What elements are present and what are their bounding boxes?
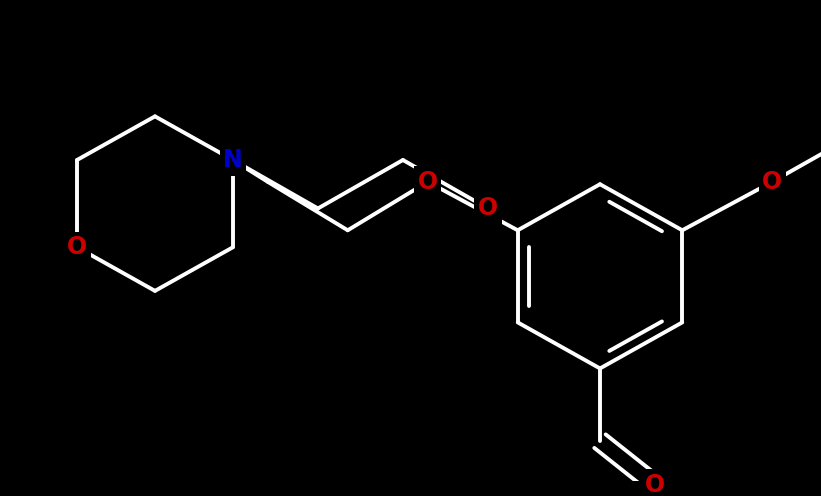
Text: O: O	[67, 235, 87, 259]
Text: O: O	[762, 170, 782, 194]
Text: O: O	[645, 473, 665, 496]
Text: O: O	[418, 170, 438, 194]
Text: O: O	[478, 196, 498, 220]
Text: N: N	[223, 148, 243, 172]
